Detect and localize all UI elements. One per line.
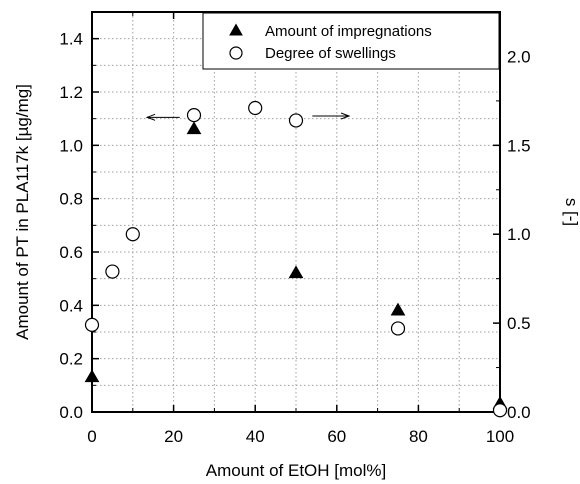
y-left-tick-label: 0.2 xyxy=(59,350,83,369)
legend-label: Degree of swellings xyxy=(265,45,396,62)
data-point-circle xyxy=(186,108,202,123)
legend-triangle-marker xyxy=(229,23,243,36)
y-right-tick-label: 1.0 xyxy=(507,225,531,244)
y-left-tick-label: 0.8 xyxy=(59,190,83,209)
x-tick-label: 80 xyxy=(409,427,428,446)
y-right-tick-label: 0.0 xyxy=(507,403,531,422)
arrow-left xyxy=(145,113,180,121)
legend-circle-marker xyxy=(229,46,243,60)
x-tick-label: 60 xyxy=(327,427,346,446)
x-axis-title: Amount of EtOH [mol%] xyxy=(206,461,386,480)
grid-lines xyxy=(92,12,500,412)
y-axis-left-title: Amount of PT in PLA117k [µg/mg] xyxy=(13,84,32,340)
y-right-tick-label: 0.5 xyxy=(507,314,531,333)
data-point-circle xyxy=(125,227,140,242)
series-degree-of-swellings xyxy=(84,100,508,418)
x-tick-label: 40 xyxy=(246,427,265,446)
legend-label: Amount of impregnations xyxy=(265,23,432,40)
data-point-triangle xyxy=(186,121,202,135)
y-left-tick-label: 0.0 xyxy=(59,403,83,422)
data-point-circle xyxy=(248,100,263,116)
data-point-circle xyxy=(288,113,304,128)
data-point-triangle xyxy=(84,369,100,383)
y-left-tick-label: 0.6 xyxy=(59,243,83,262)
legend: Amount of impregnations Degree of swellin… xyxy=(202,12,500,70)
x-tick-label: 100 xyxy=(486,427,514,446)
data-point-circle xyxy=(84,317,100,332)
y-axis-right-title: s [-] xyxy=(562,198,580,226)
axis-tick-labels: 0 20 40 60 80 100 0.0 0.2 0.4 0.6 0.8 1.0 1.2 1.4 0.0 0… xyxy=(59,30,530,446)
y-right-tick-label: 1.5 xyxy=(507,136,531,155)
arrow-right xyxy=(312,112,351,120)
arrow-head xyxy=(340,112,351,120)
arrow-head xyxy=(145,113,156,121)
data-point-triangle xyxy=(288,265,304,279)
legend-entry: Degree of swellings xyxy=(229,45,396,62)
x-tick-label: 0 xyxy=(87,427,96,446)
y-right-tick-label: 2.0 xyxy=(507,47,531,66)
data-point-circle xyxy=(390,321,406,336)
data-point-circle xyxy=(492,403,508,418)
data-point-triangle xyxy=(390,302,406,316)
annotation-arrows xyxy=(145,112,351,121)
legend-box xyxy=(202,12,500,70)
y-left-tick-label: 1.2 xyxy=(59,83,83,102)
series-amount-of-impregnations xyxy=(84,121,508,409)
y-left-tick-label: 0.4 xyxy=(59,296,83,315)
x-tick-label: 20 xyxy=(164,427,183,446)
y-left-tick-label: 1.4 xyxy=(59,30,83,49)
legend-entry: Amount of impregnations xyxy=(229,23,432,40)
data-series xyxy=(84,100,508,418)
data-point-circle xyxy=(105,264,120,279)
y-left-tick-label: 1.0 xyxy=(59,136,83,155)
